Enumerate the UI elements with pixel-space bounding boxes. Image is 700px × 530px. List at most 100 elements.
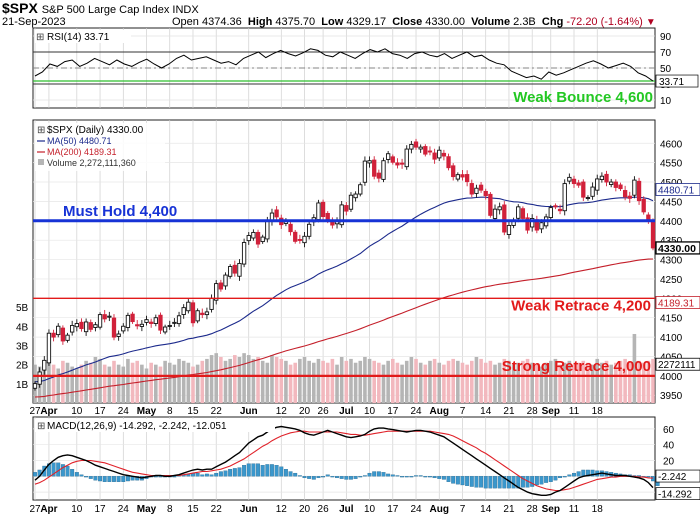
candle-body xyxy=(344,205,349,212)
volume-bar xyxy=(293,362,298,403)
volume-bar xyxy=(521,360,525,403)
volume-bar xyxy=(609,364,613,403)
volume-bar xyxy=(61,360,65,403)
candle-body xyxy=(218,282,224,290)
symbol-ticker: $SPX xyxy=(2,0,38,16)
macd-hist-bar xyxy=(223,470,228,477)
macd-hist-bar xyxy=(548,476,553,482)
candle-body xyxy=(418,146,423,150)
x-axis-label: 11 xyxy=(569,504,580,515)
candle-body xyxy=(613,181,618,188)
price-tick-label: 4450 xyxy=(660,197,683,208)
candle-body xyxy=(390,156,395,163)
macd-hist-bar xyxy=(558,476,563,479)
x-axis-label: 24 xyxy=(118,504,130,515)
volume-bar xyxy=(414,358,418,403)
volume-bar xyxy=(195,364,200,403)
volume-bar xyxy=(367,358,372,403)
volume-bar xyxy=(219,356,223,403)
volume-legend-swatch xyxy=(38,159,44,165)
volume-bar xyxy=(562,362,567,403)
x-axis-label: 28 xyxy=(527,406,539,417)
volume-bar xyxy=(400,364,404,403)
volume-bar xyxy=(344,360,349,403)
volume-bar xyxy=(548,360,553,403)
macd-hist-bar xyxy=(33,472,37,477)
volume-bar xyxy=(641,362,646,403)
candle-body xyxy=(214,283,219,301)
volume-bar xyxy=(381,364,386,403)
macd-hist-bar xyxy=(530,476,535,487)
strong-retrace-annotation: Strong Retrace 4,000 xyxy=(502,358,651,375)
macd-signal-line xyxy=(34,430,654,492)
candle-body xyxy=(228,266,233,277)
price-tick-label: 4550 xyxy=(660,159,683,170)
volume-bar xyxy=(590,364,595,403)
macd-line xyxy=(34,425,654,496)
candle-body xyxy=(358,184,363,195)
open-value: 4374.36 xyxy=(201,16,242,28)
candle-body xyxy=(497,206,502,211)
x-axis-label: 17 xyxy=(387,504,399,515)
candle-body xyxy=(432,152,437,160)
macd-hist-bar xyxy=(311,476,316,480)
macd-hist-bar xyxy=(172,476,177,478)
volume-bar xyxy=(149,362,153,403)
candle-body xyxy=(130,313,135,323)
candle-body xyxy=(520,208,526,219)
macd-hist-bar xyxy=(469,476,474,487)
x-axis-label: Jun xyxy=(240,504,258,515)
x-axis-label: Apr xyxy=(40,504,57,515)
change-value: -72.20 (-1.64%) xyxy=(566,16,643,28)
x-axis-label: 26 xyxy=(318,406,330,417)
macd-hist-bar xyxy=(576,471,581,477)
volume-bar xyxy=(144,368,149,403)
x-axis-label: 21 xyxy=(503,504,515,515)
candle-body xyxy=(650,220,656,249)
x-axis-label: Aug xyxy=(430,406,449,417)
macd-hist-bar xyxy=(265,464,270,477)
volume-bar xyxy=(451,358,455,403)
candle-body xyxy=(548,207,553,218)
volume-tick-label: 5B xyxy=(16,303,29,314)
macd-hist-bar xyxy=(367,472,372,477)
volume-bar xyxy=(511,364,516,403)
macd-hist-bar xyxy=(102,476,107,482)
volume-bar xyxy=(256,356,260,403)
candle-body xyxy=(488,193,493,216)
volume-bar xyxy=(186,362,191,403)
close-value: 4330.00 xyxy=(425,16,466,28)
volume-bar xyxy=(79,364,84,403)
low-value: 4329.17 xyxy=(346,16,387,28)
candle-body xyxy=(37,371,42,385)
macd-hist-bar xyxy=(441,476,446,480)
macd-tick-label: 20 xyxy=(663,456,675,467)
candle-body xyxy=(186,301,191,312)
volume-bar xyxy=(493,364,497,403)
volume-bar xyxy=(623,358,627,403)
macd-hist-bar xyxy=(520,476,525,488)
price-tag xyxy=(655,357,700,371)
rsi-tick-label: 50 xyxy=(660,64,672,75)
macd-hist-bar xyxy=(321,476,326,478)
macd-hist-bar xyxy=(497,476,502,489)
candle-body xyxy=(474,187,479,194)
candle-body xyxy=(646,214,651,221)
volume-bar xyxy=(325,362,330,403)
volume-bar xyxy=(446,360,451,403)
high-value: 4375.70 xyxy=(275,16,316,28)
volume-bar xyxy=(167,362,172,403)
candlesticks xyxy=(32,138,656,391)
macd-hist-bar xyxy=(60,464,65,477)
macd-hist-bar xyxy=(293,472,298,477)
macd-hist-bar xyxy=(218,471,223,477)
macd-hist-bar xyxy=(297,475,302,477)
macd-hist-bar xyxy=(544,476,549,483)
macd-hist-bar xyxy=(381,472,386,477)
candle-body xyxy=(195,310,200,322)
candle-body xyxy=(46,332,52,364)
volume-bar xyxy=(483,362,488,403)
macd-hist-bar xyxy=(567,474,572,477)
volume-bar xyxy=(428,360,432,403)
macd-hist-bar xyxy=(376,471,381,477)
